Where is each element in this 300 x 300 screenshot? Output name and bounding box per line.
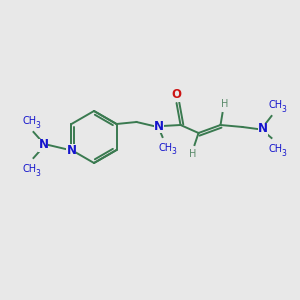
Text: H: H: [221, 99, 228, 109]
Text: CH: CH: [158, 143, 172, 153]
Text: CH: CH: [268, 100, 283, 110]
Text: 3: 3: [281, 104, 286, 113]
Text: CH: CH: [22, 116, 37, 126]
Text: N: N: [154, 119, 164, 133]
Text: H: H: [189, 149, 196, 159]
Text: 3: 3: [35, 169, 40, 178]
Text: CH: CH: [22, 164, 37, 174]
Text: 3: 3: [281, 148, 286, 158]
Text: CH: CH: [268, 144, 283, 154]
Text: N: N: [257, 122, 268, 136]
Text: N: N: [67, 143, 76, 157]
Text: N: N: [38, 139, 49, 152]
Text: 3: 3: [35, 121, 40, 130]
Text: 3: 3: [171, 148, 176, 157]
Text: O: O: [172, 88, 182, 101]
